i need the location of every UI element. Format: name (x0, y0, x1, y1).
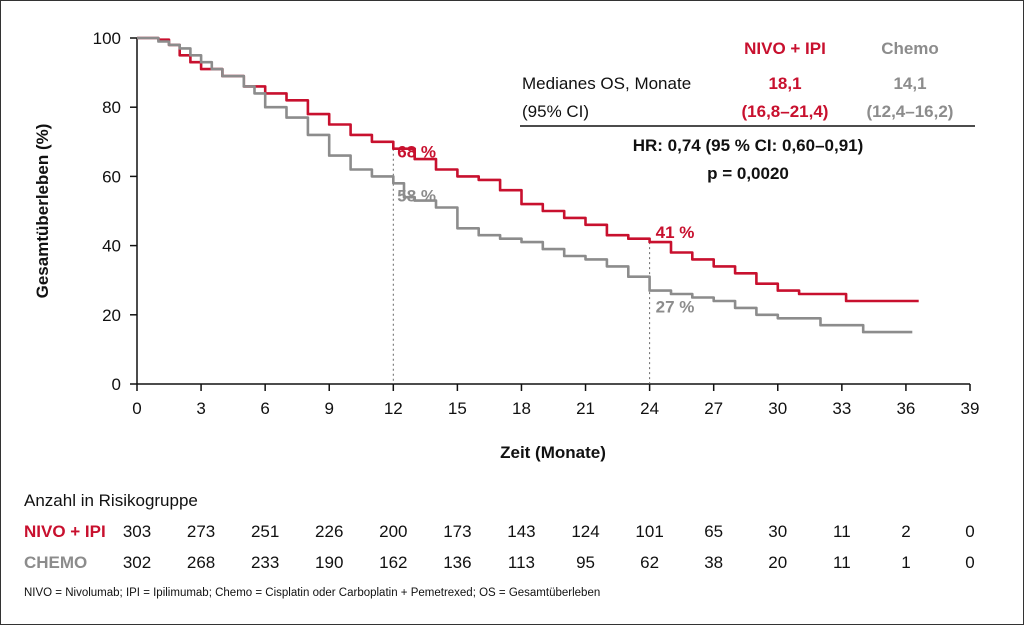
x-tick-label: 12 (384, 399, 403, 418)
x-tick-label: 18 (512, 399, 531, 418)
y-axis-title: Gesamtüberleben (%) (33, 124, 52, 299)
risk-count-cell: 113 (508, 553, 535, 572)
risk-count-cell: 95 (576, 553, 595, 572)
stats-row1-chemo: 14,1 (893, 74, 926, 93)
x-tick-label: 21 (576, 399, 595, 418)
x-tick-label: 0 (132, 399, 141, 418)
risk-count-cell: 0 (965, 522, 974, 541)
risk-count-cell: 268 (187, 553, 215, 572)
risk-count-cell: 1 (901, 553, 910, 572)
risk-count-cell: 0 (965, 553, 974, 572)
survival-rate-label: 58 % (397, 186, 436, 205)
y-tick-label: 20 (102, 306, 121, 325)
x-tick-label: 9 (324, 399, 333, 418)
x-tick-label: 6 (260, 399, 269, 418)
x-tick-label: 3 (196, 399, 205, 418)
survival-rate-label: 27 % (656, 298, 695, 317)
x-tick-label: 33 (832, 399, 851, 418)
risk-count-cell: 101 (635, 522, 663, 541)
x-tick-label: 24 (640, 399, 659, 418)
stats-hazard-ratio: HR: 0,74 (95 % CI: 0,60–0,91) (633, 136, 864, 155)
y-tick-label: 0 (112, 375, 121, 394)
survival-curve-chemo (137, 36, 913, 334)
risk-count-cell: 11 (833, 522, 851, 541)
risk-count-cell: 162 (379, 553, 407, 572)
risk-count-cell: 11 (833, 553, 851, 572)
risk-row-label-nivo: NIVO + IPI (24, 522, 106, 541)
y-tick-label: 80 (102, 98, 121, 117)
risk-count-cell: 273 (187, 522, 215, 541)
risk-count-cell: 30 (768, 522, 787, 541)
stats-row2-label: (95% CI) (522, 102, 589, 121)
x-tick-label: 39 (961, 399, 980, 418)
risk-count-cell: 62 (640, 553, 659, 572)
risk-count-cell: 136 (443, 553, 471, 572)
y-tick-label: 60 (102, 167, 121, 186)
stats-row2-nivo: (16,8–21,4) (742, 102, 829, 121)
x-tick-label: 15 (448, 399, 467, 418)
risk-count-cell: 20 (768, 553, 787, 572)
stats-row1-label: Medianes OS, Monate (522, 74, 691, 93)
survival-rate-label: 68 % (397, 143, 436, 162)
risk-count-cell: 124 (571, 522, 599, 541)
stats-col-chemo: Chemo (881, 39, 939, 58)
x-tick-label: 27 (704, 399, 723, 418)
risk-count-cell: 302 (123, 553, 151, 572)
risk-count-cell: 143 (507, 522, 535, 541)
risk-count-cell: 38 (704, 553, 723, 572)
risk-count-cell: 226 (315, 522, 343, 541)
x-tick-label: 36 (896, 399, 915, 418)
footnote: NIVO = Nivolumab; IPI = Ipilimumab; Chem… (24, 587, 600, 599)
x-tick-label: 30 (768, 399, 787, 418)
stats-p-value: p = 0,0020 (707, 164, 789, 183)
risk-count-cell: 173 (443, 522, 471, 541)
risk-count-cell: 190 (315, 553, 343, 572)
risk-count-cell: 2 (901, 522, 910, 541)
risk-count-cell: 251 (251, 522, 279, 541)
risk-count-cell: 303 (123, 522, 151, 541)
stats-row1-nivo: 18,1 (768, 74, 801, 93)
survival-rate-label: 41 % (656, 223, 695, 242)
stats-row2-chemo: (12,4–16,2) (867, 102, 954, 121)
y-tick-label: 100 (93, 29, 121, 48)
y-tick-label: 40 (102, 237, 121, 256)
risk-row-label-chemo: CHEMO (24, 553, 87, 572)
x-axis-title: Zeit (Monate) (500, 443, 606, 462)
risk-table-title: Anzahl in Risikogruppe (24, 491, 198, 510)
stats-col-nivo: NIVO + IPI (744, 39, 826, 58)
risk-count-cell: 200 (379, 522, 407, 541)
risk-count-cell: 65 (704, 522, 723, 541)
risk-count-cell: 233 (251, 553, 279, 572)
